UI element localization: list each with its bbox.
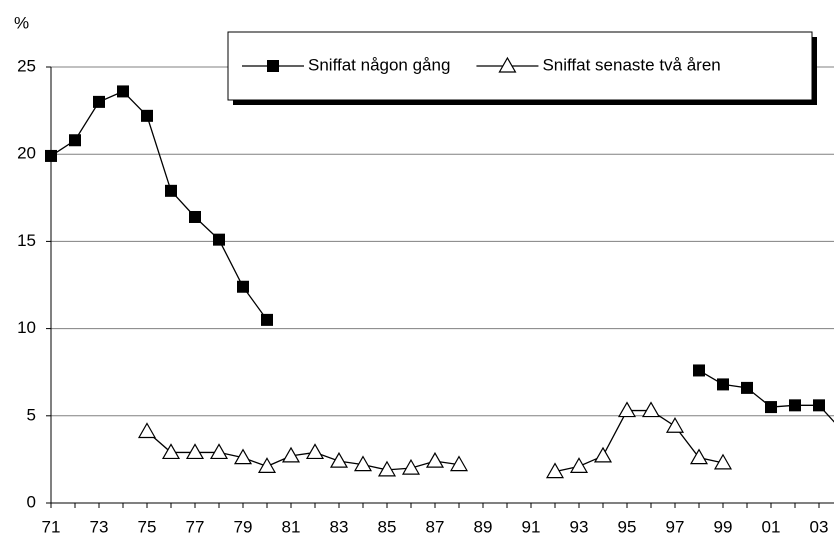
marker xyxy=(353,455,373,472)
y-tick-label: 10 xyxy=(17,318,36,337)
marker xyxy=(117,85,129,98)
marker xyxy=(137,422,157,439)
x-tick-label: 97 xyxy=(666,517,685,536)
marker xyxy=(261,313,273,326)
marker xyxy=(185,443,205,460)
marker xyxy=(213,233,225,246)
x-tick-label: 75 xyxy=(138,517,157,536)
x-tick-label: 93 xyxy=(570,517,589,536)
marker xyxy=(377,460,397,477)
x-tick-label: 91 xyxy=(522,517,541,536)
series-line xyxy=(50,90,834,423)
x-tick-label: 71 xyxy=(42,517,61,536)
marker xyxy=(693,364,705,377)
marker xyxy=(765,401,777,414)
marker xyxy=(498,56,517,73)
x-tick-label: 79 xyxy=(234,517,253,536)
marker xyxy=(257,457,277,473)
y-axis-label: % xyxy=(14,13,29,32)
y-tick-label: 15 xyxy=(17,231,36,250)
marker xyxy=(189,210,201,223)
x-tick-label: 81 xyxy=(282,517,301,536)
marker xyxy=(305,443,325,460)
marker xyxy=(689,448,709,465)
x-tick-label: 95 xyxy=(618,517,637,536)
marker xyxy=(741,381,753,394)
marker xyxy=(617,401,637,418)
marker xyxy=(569,457,589,473)
y-tick-label: 25 xyxy=(17,56,36,75)
marker xyxy=(545,462,565,479)
x-tick-label: 85 xyxy=(378,517,397,536)
marker xyxy=(425,451,445,468)
marker xyxy=(237,280,249,293)
marker xyxy=(329,451,349,468)
marker xyxy=(401,458,421,475)
marker xyxy=(641,401,661,418)
marker xyxy=(233,448,253,465)
marker xyxy=(93,95,105,108)
x-tick-label: 73 xyxy=(90,517,109,536)
marker xyxy=(165,184,177,197)
y-tick-label: 0 xyxy=(27,492,36,511)
x-tick-label: 03 xyxy=(810,517,829,536)
x-tick-label: 87 xyxy=(426,517,445,536)
x-tick-label: 99 xyxy=(714,517,733,536)
legend-label: Sniffat någon gång xyxy=(308,55,450,74)
y-tick-label: 5 xyxy=(27,405,36,424)
marker xyxy=(813,399,825,412)
marker xyxy=(161,443,181,460)
x-tick-label: 89 xyxy=(474,517,493,536)
legend-label: Sniffat senaste två åren xyxy=(542,55,720,74)
marker xyxy=(717,378,729,391)
marker xyxy=(449,455,469,472)
marker xyxy=(267,60,279,72)
marker xyxy=(593,446,613,463)
marker xyxy=(209,443,229,460)
marker xyxy=(141,109,153,122)
marker xyxy=(45,149,57,162)
x-tick-label: 77 xyxy=(186,517,205,536)
marker xyxy=(789,399,801,412)
marker xyxy=(281,446,301,463)
x-tick-label: 01 xyxy=(762,517,781,536)
y-tick-label: 20 xyxy=(17,144,36,163)
marker xyxy=(713,453,733,470)
marker xyxy=(69,134,81,147)
marker xyxy=(665,417,685,433)
x-tick-label: 83 xyxy=(330,517,349,536)
